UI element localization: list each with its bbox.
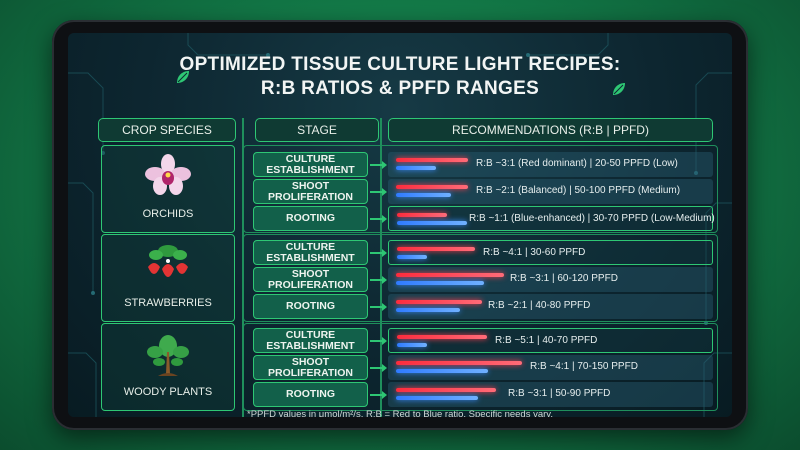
arrow-right-icon	[370, 161, 387, 169]
arrow-right-icon	[370, 303, 387, 311]
blue-bar	[396, 396, 478, 400]
recommendation-row: R:B ~2:1 | 40-80 PPFD	[388, 294, 713, 319]
stage-shoot-proliferation: SHOOT PROLIFERATION	[253, 179, 368, 204]
stage-shoot-proliferation: SHOOT PROLIFERATION	[253, 355, 368, 380]
red-bar	[396, 273, 504, 277]
recommendation-text: R:B ~2:1 | 40-80 PPFD	[488, 300, 591, 311]
screen: OPTIMIZED TISSUE CULTURE LIGHT RECIPES: …	[68, 33, 732, 417]
arrow-right-icon	[370, 188, 387, 196]
recommendation-text: R:B ~3:1 (Red dominant) | 20-50 PPFD (Lo…	[476, 158, 678, 169]
red-bar	[396, 361, 522, 365]
blue-bar	[396, 166, 436, 170]
strawberries-group-frame	[243, 234, 718, 322]
column-divider	[242, 118, 244, 417]
recommendation-text: R:B ~4:1 | 30-60 PPFD	[483, 247, 586, 258]
woody-group-frame	[243, 323, 718, 411]
red-bar	[396, 158, 468, 162]
blue-bar	[397, 343, 427, 347]
footnote: *PPFD values in μmol/m²/s. R:B = Red to …	[247, 409, 553, 417]
arrow-right-icon	[370, 215, 387, 223]
recommendation-row: R:B ~3:1 | 60-120 PPFD	[388, 267, 713, 292]
red-bar	[397, 247, 475, 251]
species-orchids: ORCHIDS	[101, 145, 235, 233]
red-bar	[396, 388, 496, 392]
tree-icon	[147, 335, 189, 376]
stage-rooting: ROOTING	[253, 382, 368, 407]
species-strawberries: STRAWBERRIES	[101, 234, 235, 322]
species-label: WOODY PLANTS	[123, 386, 213, 398]
header-crop-species: CROP SPECIES	[98, 118, 236, 142]
column-divider	[380, 118, 382, 417]
blue-bar	[396, 369, 488, 373]
stage-culture-establishment: CULTURE ESTABLISHMENT	[253, 152, 368, 177]
blue-bar	[397, 221, 467, 225]
header-stage: STAGE	[255, 118, 379, 142]
red-bar	[397, 335, 487, 339]
header-recommendations: RECOMMENDATIONS (R:B | PPFD)	[388, 118, 713, 142]
leaf-icon	[177, 71, 189, 83]
recommendation-text: R:B ~3:1 | 50-90 PPFD	[508, 388, 611, 399]
stage-shoot-proliferation: SHOOT PROLIFERATION	[253, 267, 368, 292]
arrow-right-icon	[370, 249, 387, 257]
tablet-frame: OPTIMIZED TISSUE CULTURE LIGHT RECIPES: …	[52, 20, 748, 430]
recommendation-row: R:B ~3:1 | 50-90 PPFD	[388, 382, 713, 407]
leaf-icon	[613, 83, 625, 95]
recommendation-text: R:B ~3:1 | 60-120 PPFD	[510, 273, 618, 284]
blue-bar	[397, 255, 427, 259]
title-line-2: R:B RATIOS & PPFD RANGES	[260, 78, 540, 99]
blue-bar	[396, 308, 460, 312]
species-label: STRAWBERRIES	[124, 297, 212, 309]
recommendation-row: R:B ~1:1 (Blue-enhanced) | 30-70 PPFD (L…	[388, 206, 715, 231]
title-line-1: OPTIMIZED TISSUE CULTURE LIGHT RECIPES:	[179, 54, 621, 75]
arrow-right-icon	[370, 337, 387, 345]
recommendation-row: R:B ~4:1 | 30-60 PPFD	[388, 240, 713, 265]
recommendation-row: R:B ~2:1 (Balanced) | 50-100 PPFD (Mediu…	[388, 179, 713, 204]
recommendation-text: R:B ~1:1 (Blue-enhanced) | 30-70 PPFD (L…	[469, 213, 715, 224]
recommendation-text: R:B ~5:1 | 40-70 PPFD	[495, 335, 598, 346]
recommendation-text: R:B ~2:1 (Balanced) | 50-100 PPFD (Mediu…	[476, 185, 681, 196]
red-bar	[397, 213, 447, 217]
strawberry-icon	[148, 245, 188, 277]
arrow-right-icon	[370, 276, 387, 284]
orchid-icon	[145, 154, 191, 195]
red-bar	[396, 185, 468, 189]
orchids-group-frame	[243, 145, 718, 233]
stage-rooting: ROOTING	[253, 206, 368, 231]
recommendation-row: R:B ~5:1 | 40-70 PPFD	[388, 328, 713, 353]
species-woody-plants: WOODY PLANTS	[101, 323, 235, 411]
blue-bar	[396, 281, 484, 285]
stage-rooting: ROOTING	[253, 294, 368, 319]
red-bar	[396, 300, 482, 304]
recommendation-text: R:B ~4:1 | 70-150 PPFD	[530, 361, 638, 372]
stage-culture-establishment: CULTURE ESTABLISHMENT	[253, 240, 368, 265]
arrow-right-icon	[370, 391, 387, 399]
stage-culture-establishment: CULTURE ESTABLISHMENT	[253, 328, 368, 353]
arrow-right-icon	[370, 364, 387, 372]
page-title: OPTIMIZED TISSUE CULTURE LIGHT RECIPES: …	[68, 53, 732, 101]
recommendation-row: R:B ~3:1 (Red dominant) | 20-50 PPFD (Lo…	[388, 152, 713, 177]
circuit-background	[68, 33, 732, 417]
recommendation-row: R:B ~4:1 | 70-150 PPFD	[388, 355, 713, 380]
species-label: ORCHIDS	[142, 208, 194, 220]
blue-bar	[396, 193, 451, 197]
